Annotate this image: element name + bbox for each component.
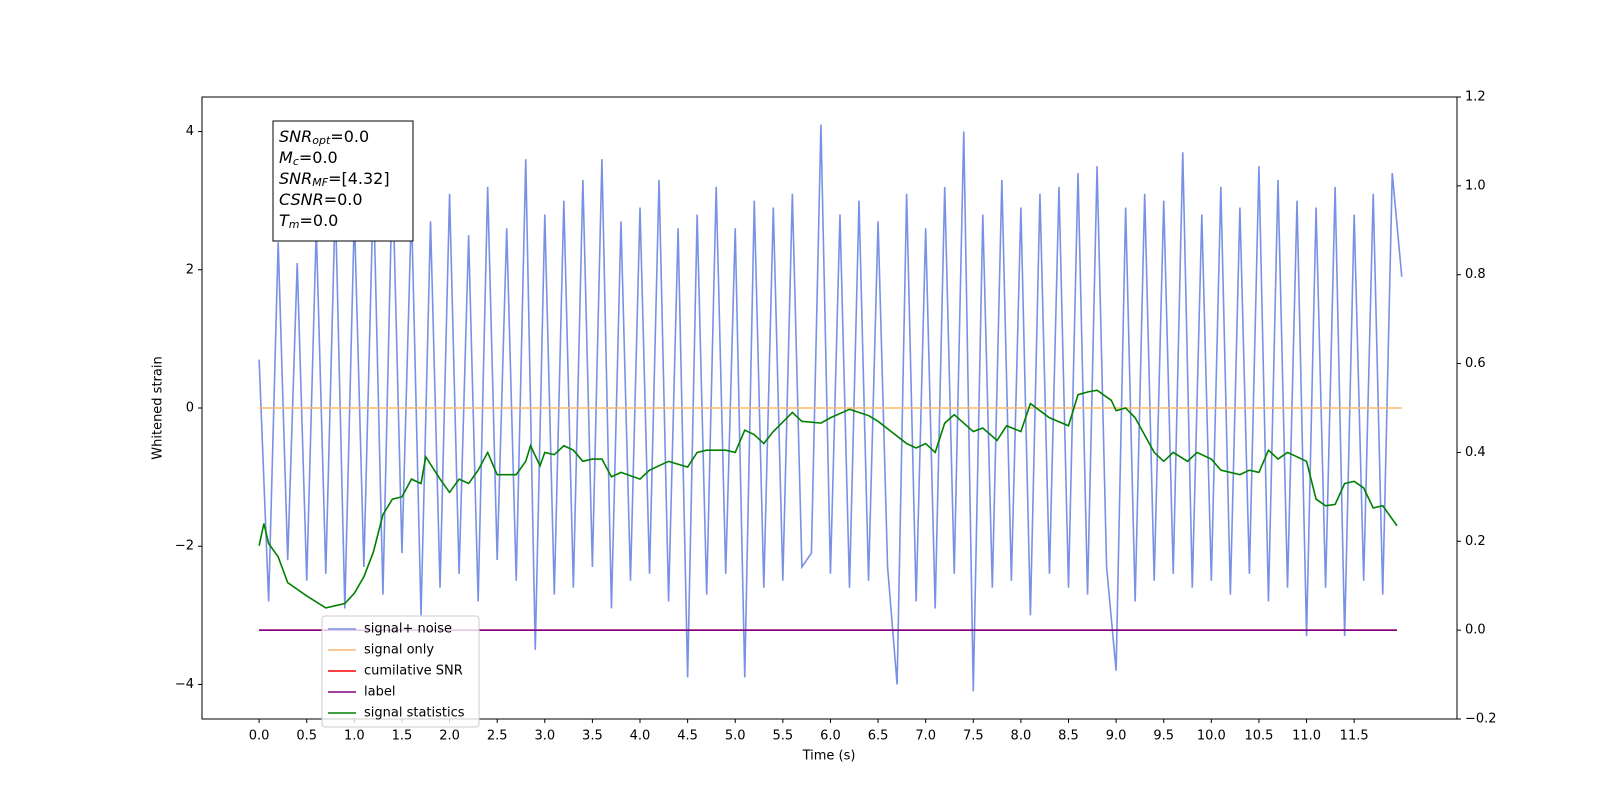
- y2-tick-label: 0.2: [1465, 534, 1486, 549]
- y2-tick-label: 1.0: [1465, 178, 1486, 193]
- annotation-subscript: opt: [312, 134, 331, 147]
- annotation-symbol: T: [279, 211, 290, 230]
- series-line: [258, 124, 1403, 692]
- x-tick-label: 11.0: [1292, 729, 1321, 744]
- annotation-frame: [272, 120, 414, 242]
- annotation-line: SNRMF=[4.32]: [279, 169, 390, 190]
- annotation-line: Mc=0.0: [279, 148, 338, 169]
- annotation-value: =[4.32]: [328, 169, 390, 188]
- annotation-value: =0.0: [324, 190, 363, 209]
- plot-frame: [201, 96, 1458, 720]
- y-tick-label: 4: [186, 124, 194, 139]
- legend: signal+ noise signal only cumilative SNR la…: [321, 615, 480, 728]
- x-tick-label: 9.5: [1153, 729, 1174, 744]
- annotation-subscript: c: [293, 155, 299, 168]
- annotation-value: =0.0: [330, 127, 369, 146]
- x-tick-label: 5.0: [725, 729, 746, 744]
- x-tick-label: 6.0: [820, 729, 841, 744]
- annotation-value: =0.0: [299, 148, 338, 167]
- legend-label: cumilative SNR: [364, 664, 463, 679]
- x-tick-label: 1.0: [344, 729, 365, 744]
- annotation-subscript: m: [289, 218, 300, 231]
- annotation-value: =0.0: [300, 211, 339, 230]
- legend-label: signal+ noise: [364, 622, 452, 637]
- x-tick-label: 7.0: [915, 729, 936, 744]
- x-tick-label: 8.5: [1058, 729, 1079, 744]
- x-tick-label: 2.5: [487, 729, 508, 744]
- x-tick-label: 3.5: [582, 729, 603, 744]
- annotation-symbol: CSNR: [279, 190, 324, 209]
- y2-tick-label: 0.6: [1465, 356, 1486, 371]
- annotation-symbol: M: [279, 148, 293, 167]
- y-tick-label: −4: [175, 677, 194, 692]
- x-tick-label: 9.0: [1106, 729, 1127, 744]
- y-tick-label: 0: [186, 401, 194, 416]
- annotation-line: Tm=0.0: [279, 211, 338, 232]
- y2-tick-label: 0.8: [1465, 267, 1486, 282]
- x-tick-label: 6.5: [868, 729, 889, 744]
- legend-label: signal only: [364, 643, 434, 658]
- x-tick-label: 8.0: [1011, 729, 1032, 744]
- x-tick-label: 10.5: [1244, 729, 1273, 744]
- y2-tick-label: 0.0: [1465, 623, 1486, 638]
- x-tick-label: 10.0: [1197, 729, 1226, 744]
- y-tick-label: 2: [186, 262, 194, 277]
- x-tick-label: 7.5: [963, 729, 984, 744]
- x-axis-label: Time (s): [802, 749, 856, 764]
- legend-frame: [321, 615, 480, 728]
- x-tick-label: 0.0: [249, 729, 270, 744]
- y-axis-label: Whitened strain: [151, 356, 166, 459]
- legend-label: signal statistics: [364, 706, 465, 721]
- y2-tick-label: 0.4: [1465, 445, 1486, 460]
- y-tick-label: −2: [175, 539, 194, 554]
- x-tick-label: 11.5: [1340, 729, 1369, 744]
- annotation-line: SNRopt=0.0: [279, 127, 369, 148]
- annotation-symbol: SNR: [279, 127, 312, 146]
- series-line: [258, 389, 1398, 609]
- x-tick-label: 3.0: [534, 729, 555, 744]
- x-tick-label: 5.5: [772, 729, 793, 744]
- x-tick-label: 4.5: [677, 729, 698, 744]
- y2-tick-label: 1.2: [1465, 90, 1486, 105]
- x-tick-label: 4.0: [630, 729, 651, 744]
- annotation-line: CSNR=0.0: [279, 190, 363, 209]
- annotation-symbol: SNR: [279, 169, 312, 188]
- y2-tick-label: −0.2: [1465, 712, 1497, 727]
- annotation-box: SNRopt=0.0Mc=0.0SNRMF=[4.32]CSNR=0.0Tm=0…: [272, 120, 414, 242]
- x-tick-label: 0.5: [296, 729, 317, 744]
- x-tick-label: 1.5: [392, 729, 413, 744]
- annotation-subscript: MF: [312, 176, 328, 189]
- legend-label: label: [364, 685, 395, 700]
- x-tick-label: 2.0: [439, 729, 460, 744]
